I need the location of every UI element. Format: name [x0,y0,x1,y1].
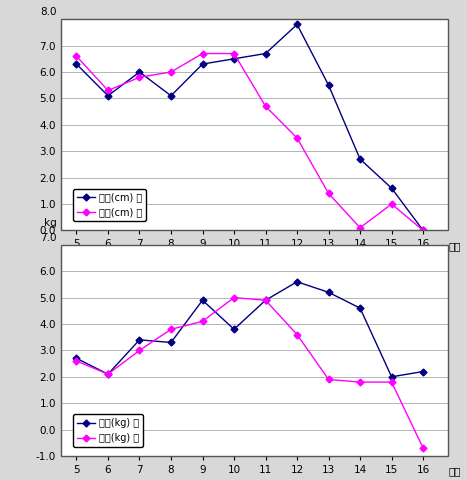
身長(cm) 女 [326,191,332,196]
身長(cm) 女 [137,74,142,80]
体重(kg) 男 [326,289,332,295]
身長(cm) 男 [231,56,237,62]
体重(kg) 男 [74,355,79,361]
体重(kg) 女 [326,376,332,382]
Line: 身長(cm) 男: 身長(cm) 男 [74,22,425,233]
身長(cm) 女 [294,135,300,141]
Legend: 体重(kg) 男, 体重(kg) 女: 体重(kg) 男, 体重(kg) 女 [73,414,142,447]
体重(kg) 男 [294,279,300,285]
身長(cm) 男 [200,61,205,67]
体重(kg) 男 [420,369,426,374]
身長(cm) 男 [168,93,174,99]
Legend: 身長(cm) 男, 身長(cm) 女: 身長(cm) 男, 身長(cm) 女 [73,189,146,221]
体重(kg) 女 [168,326,174,332]
身長(cm) 男 [389,185,395,191]
身長(cm) 女 [231,51,237,57]
体重(kg) 男 [357,305,363,311]
Text: kg: kg [44,218,57,228]
身長(cm) 女 [263,104,269,109]
体重(kg) 女 [389,379,395,385]
身長(cm) 男 [74,61,79,67]
体重(kg) 男 [137,337,142,343]
Text: 8.0: 8.0 [40,7,57,17]
身長(cm) 女 [200,51,205,57]
体重(kg) 男 [231,326,237,332]
体重(kg) 女 [200,319,205,324]
体重(kg) 男 [168,340,174,346]
身長(cm) 男 [326,83,332,88]
身長(cm) 女 [420,228,426,233]
Text: cm: cm [41,0,57,2]
体重(kg) 女 [105,372,111,377]
身長(cm) 女 [357,225,363,231]
身長(cm) 男 [137,69,142,75]
身長(cm) 男 [294,22,300,27]
体重(kg) 女 [357,379,363,385]
Text: 7.0: 7.0 [40,233,57,243]
身長(cm) 男 [263,51,269,57]
体重(kg) 女 [74,358,79,364]
Line: 身長(cm) 女: 身長(cm) 女 [74,51,425,233]
Text: 歳時: 歳時 [448,467,461,477]
身長(cm) 女 [389,201,395,207]
身長(cm) 男 [420,228,426,233]
体重(kg) 女 [420,445,426,451]
身長(cm) 男 [105,93,111,99]
体重(kg) 女 [137,348,142,353]
身長(cm) 女 [168,69,174,75]
体重(kg) 女 [294,332,300,337]
体重(kg) 女 [231,295,237,300]
身長(cm) 女 [74,53,79,59]
体重(kg) 男 [263,297,269,303]
Line: 体重(kg) 男: 体重(kg) 男 [74,279,425,379]
身長(cm) 女 [105,87,111,93]
体重(kg) 男 [389,374,395,380]
身長(cm) 男 [357,156,363,162]
体重(kg) 女 [263,297,269,303]
Line: 体重(kg) 女: 体重(kg) 女 [74,295,425,451]
体重(kg) 男 [200,297,205,303]
体重(kg) 男 [105,372,111,377]
Text: 歳時: 歳時 [448,241,461,251]
